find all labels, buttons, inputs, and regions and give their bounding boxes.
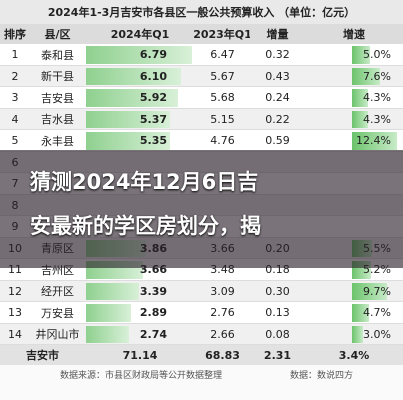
cell: 12	[8, 284, 22, 298]
cell: 0.59	[265, 134, 290, 148]
cell: 2.76	[210, 306, 235, 320]
cell: 2	[11, 69, 19, 83]
header-cell: 排序	[0, 24, 30, 44]
cell: 0.43	[265, 69, 290, 83]
cell: 3.0%	[363, 327, 391, 341]
cell: 4.76	[210, 134, 235, 148]
header-cell: 2023年Q1	[193, 24, 252, 44]
overlay-line: 安最新的学区房划分，揭	[30, 214, 261, 238]
total-cell: 68.83	[195, 345, 250, 365]
value-bar	[86, 325, 129, 343]
growth-bar	[352, 46, 371, 64]
cell: 0.24	[265, 91, 290, 105]
value-bar	[86, 304, 132, 322]
cell: 永丰县	[41, 134, 74, 148]
header-cell: 2024年Q1	[85, 24, 195, 44]
cell: 3.09	[210, 284, 235, 298]
growth-bar	[352, 282, 388, 300]
cell: 吉水县	[41, 113, 74, 127]
overlay-band	[0, 150, 403, 268]
cell: 万安县	[41, 306, 74, 320]
table-title: 2024年1-3月吉安市各县区一般公共预算收入 （单位：亿元）	[0, 0, 403, 24]
cell: 4.7%	[363, 306, 391, 320]
header-cell: 增速	[305, 24, 403, 44]
cell: 0.30	[265, 284, 290, 298]
cell: 6.47	[210, 48, 235, 62]
value-bar	[86, 132, 170, 150]
cell: 7.6%	[363, 69, 391, 83]
cell: 泰和县	[41, 48, 74, 62]
cell: 5.37	[139, 112, 167, 126]
header-cell: 县/区	[30, 24, 85, 44]
credit-note: 数据：数说四方	[290, 370, 354, 381]
cell: 0.13	[265, 306, 290, 320]
cell: 5.15	[210, 112, 235, 126]
cell: 5.92	[139, 91, 167, 105]
total-cell: 2.31	[250, 345, 305, 365]
cell: 6.10	[139, 69, 167, 83]
cell: 2.89	[139, 306, 167, 320]
cell: 0.08	[265, 327, 290, 341]
cell: 3.39	[139, 284, 167, 298]
cell: 14	[8, 327, 22, 341]
value-bar	[86, 110, 170, 128]
cell: 4	[11, 112, 19, 126]
value-bar	[86, 46, 192, 64]
cell: 5	[11, 134, 19, 148]
cell: 2.74	[139, 327, 167, 341]
cell: 井冈山市	[35, 328, 80, 342]
growth-bar	[352, 132, 397, 150]
cell: 0.32	[265, 48, 290, 62]
cell: 5.0%	[363, 48, 391, 62]
cell: 9.7%	[363, 284, 391, 298]
growth-bar	[352, 110, 368, 128]
growth-bar	[352, 67, 380, 85]
cell: 6.79	[139, 48, 167, 62]
cell: 4.3%	[363, 91, 391, 105]
total-cell: 吉安市	[0, 345, 85, 365]
cell: 新干县	[41, 70, 74, 84]
cell: 1	[11, 48, 19, 62]
cell: 经开区	[41, 285, 74, 299]
cell: 吉安县	[41, 91, 74, 105]
cell: 3	[11, 91, 19, 105]
cell: 5.35	[139, 134, 167, 148]
overlay-line: 猜测2024年12月6日吉	[30, 170, 259, 194]
header-cell: 增量	[250, 24, 305, 44]
cell: 5.68	[210, 91, 235, 105]
cell: 5.67	[210, 69, 235, 83]
cell: 12.4%	[356, 134, 391, 148]
growth-bar	[352, 304, 370, 322]
growth-bar	[352, 325, 363, 343]
value-bar	[86, 89, 179, 107]
growth-bar	[352, 89, 368, 107]
total-cell: 71.14	[85, 345, 195, 365]
cell: 2.66	[210, 327, 235, 341]
cell: 0.22	[265, 112, 290, 126]
cell: 13	[8, 306, 22, 320]
value-bar	[86, 67, 182, 85]
cell: 4.3%	[363, 112, 391, 126]
value-bar	[86, 282, 139, 300]
total-cell: 3.4%	[305, 345, 403, 365]
source-note: 数据来源：市县区财政局等公开数据整理	[60, 370, 223, 381]
